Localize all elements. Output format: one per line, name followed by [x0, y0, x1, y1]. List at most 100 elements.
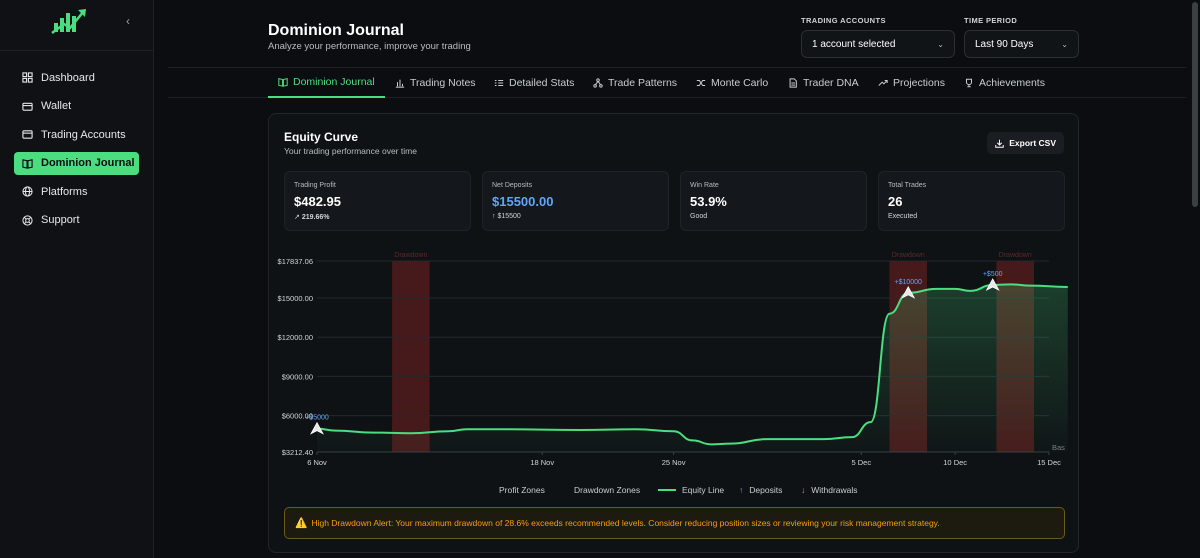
tab-label: Dominion Journal: [293, 76, 375, 88]
equity-chart: Drawdown Drawdown Drawdown $17837.06 $15000.…: [278, 252, 1068, 467]
stat-value: $15500.00: [492, 194, 554, 209]
x-tick-label: 18 Nov: [530, 458, 554, 467]
period-select[interactable]: Last 90 Days ⌄: [964, 30, 1079, 58]
sidebar-item-wallet[interactable]: Wallet: [14, 95, 139, 118]
tab-projections[interactable]: Projections: [868, 68, 955, 98]
sidebar-item-label: Support: [41, 214, 80, 226]
download-icon: [995, 139, 1004, 148]
sidebar-item-platforms[interactable]: Platforms: [14, 180, 139, 203]
deposit-marker-label: +$5000: [305, 415, 329, 422]
stat-sub: Good: [690, 213, 708, 220]
y-tick-label: $6000.00: [282, 412, 313, 421]
accounts-select[interactable]: 1 account selected ⌄: [801, 30, 955, 58]
collapse-sidebar-button[interactable]: ‹: [126, 14, 130, 28]
period-filter-label: TIME PERIOD: [964, 16, 1018, 25]
sidebar-item-label: Trading Accounts: [41, 128, 126, 141]
drawdown-zone: [392, 261, 430, 452]
drawdown-zone-label: Drawdown: [892, 252, 925, 259]
tab-trading-notes[interactable]: Trading Notes: [385, 68, 486, 98]
x-tick-label: 6 Nov: [307, 458, 327, 467]
stat-sub: ↑ $15500: [492, 213, 521, 220]
stat-net-deposits: Net Deposits $15500.00 ↑ $15500: [482, 171, 669, 231]
page-subtitle: Analyze your performance, improve your t…: [268, 41, 471, 52]
scroll-thumb[interactable]: [1192, 2, 1198, 207]
y-tick-label: $9000.00: [282, 372, 313, 381]
x-tick-label: 25 Nov: [662, 458, 686, 467]
accounts-select-value: 1 account selected: [812, 38, 896, 50]
tab-label: Trader DNA: [803, 77, 859, 89]
tab-achievements[interactable]: Achievements: [954, 68, 1055, 98]
sidebar-item-label: Platforms: [41, 185, 88, 198]
tab-dominion-journal[interactable]: Dominion Journal: [268, 68, 385, 98]
arrow-down-icon: ↓: [801, 485, 806, 495]
tab-label: Trade Patterns: [608, 77, 678, 89]
legend-profit-zones[interactable]: Profit Zones: [499, 485, 545, 495]
y-tick-label: $3212.40: [282, 448, 313, 457]
export-csv-label: Export CSV: [1009, 138, 1056, 148]
stat-label: Trading Profit: [294, 182, 336, 189]
bar-chart-icon: [395, 79, 405, 88]
support-icon: [22, 214, 33, 226]
legend-label: Profit Zones: [499, 485, 545, 495]
warning-icon: ⚠️: [295, 517, 308, 529]
drawdown-zone-label: Drawdown: [999, 252, 1032, 259]
tab-label: Monte Carlo: [711, 77, 769, 89]
arrow-up-icon: ↑: [739, 485, 744, 495]
stat-sub-text: $15500: [497, 213, 521, 220]
y-tick-label: $15000.00: [278, 294, 313, 303]
card-subtitle: Your trading performance over time: [284, 146, 417, 156]
stat-win-rate: Win Rate 53.9% Good: [680, 171, 867, 231]
export-csv-button[interactable]: Export CSV: [987, 132, 1064, 154]
list-icon: [494, 80, 504, 86]
sidebar-item-label: Dashboard: [41, 71, 95, 84]
sidebar-item-label: Wallet: [41, 100, 72, 112]
sidebar: ‹ Dashboard Wallet Trading Accounts Domi…: [0, 0, 154, 558]
page-title: Dominion Journal: [268, 22, 404, 39]
drawdown-zone-label: Drawdown: [394, 252, 427, 259]
file-icon: [789, 78, 797, 88]
x-tick-label: 5 Dec: [852, 458, 872, 467]
trend-up-icon: ↗: [294, 214, 300, 221]
tab-bar: Dominion Journal Trading Notes Detailed …: [168, 67, 1186, 98]
wallet-icon: [22, 102, 33, 111]
main-content: Dominion Journal Analyze your performanc…: [155, 0, 1186, 558]
network-icon: [593, 78, 603, 88]
sidebar-item-trading-accounts[interactable]: Trading Accounts: [14, 123, 139, 146]
tab-detailed-stats[interactable]: Detailed Stats: [484, 68, 584, 98]
sidebar-item-dashboard[interactable]: Dashboard: [14, 66, 139, 89]
card-icon: [22, 130, 33, 139]
stat-label: Net Deposits: [492, 182, 533, 189]
sidebar-nav: Dashboard Wallet Trading Accounts Domini…: [14, 66, 139, 237]
chevron-down-icon: ⌄: [1061, 39, 1068, 49]
y-tick-label: $12000.00: [278, 333, 313, 342]
legend-label: Withdrawals: [811, 485, 858, 495]
legend-drawdown-zones[interactable]: Drawdown Zones: [574, 485, 640, 495]
deposit-marker-label: +$500: [983, 271, 1003, 278]
tab-label: Projections: [893, 77, 945, 89]
tab-trader-dna[interactable]: Trader DNA: [778, 68, 869, 98]
alert-text: High Drawdown Alert: Your maximum drawdo…: [311, 518, 940, 528]
legend-withdrawals[interactable]: ↓ Withdrawals: [801, 485, 858, 495]
sidebar-item-support[interactable]: Support: [14, 209, 139, 232]
x-tick-label: 10 Dec: [943, 458, 967, 467]
arrow-up-icon: ↑: [492, 213, 496, 220]
legend-deposits[interactable]: ↑ Deposits: [739, 485, 782, 495]
tab-label: Detailed Stats: [509, 77, 575, 89]
y-tick-label: $17837.06: [278, 257, 313, 266]
globe-icon: [22, 186, 33, 197]
period-select-value: Last 90 Days: [975, 38, 1034, 50]
legend-equity-line[interactable]: Equity Line: [658, 485, 724, 495]
stat-sub: Executed: [888, 213, 918, 220]
deposit-marker-label: +$10000: [895, 279, 923, 286]
tab-trade-patterns[interactable]: Trade Patterns: [583, 68, 687, 98]
stat-value: 53.9%: [690, 194, 727, 209]
sidebar-item-dominion-journal[interactable]: Dominion Journal: [14, 151, 139, 175]
shuffle-icon: [696, 80, 706, 86]
stat-value: 26: [888, 194, 903, 209]
accounts-filter-label: TRADING ACCOUNTS: [801, 16, 886, 25]
sidebar-header: ‹: [0, 0, 153, 51]
line-swatch: [658, 489, 676, 491]
page-scrollbar[interactable]: [1190, 0, 1200, 558]
tab-monte-carlo[interactable]: Monte Carlo: [686, 68, 778, 98]
stat-total-trades: Total Trades 26 Executed: [878, 171, 1065, 231]
